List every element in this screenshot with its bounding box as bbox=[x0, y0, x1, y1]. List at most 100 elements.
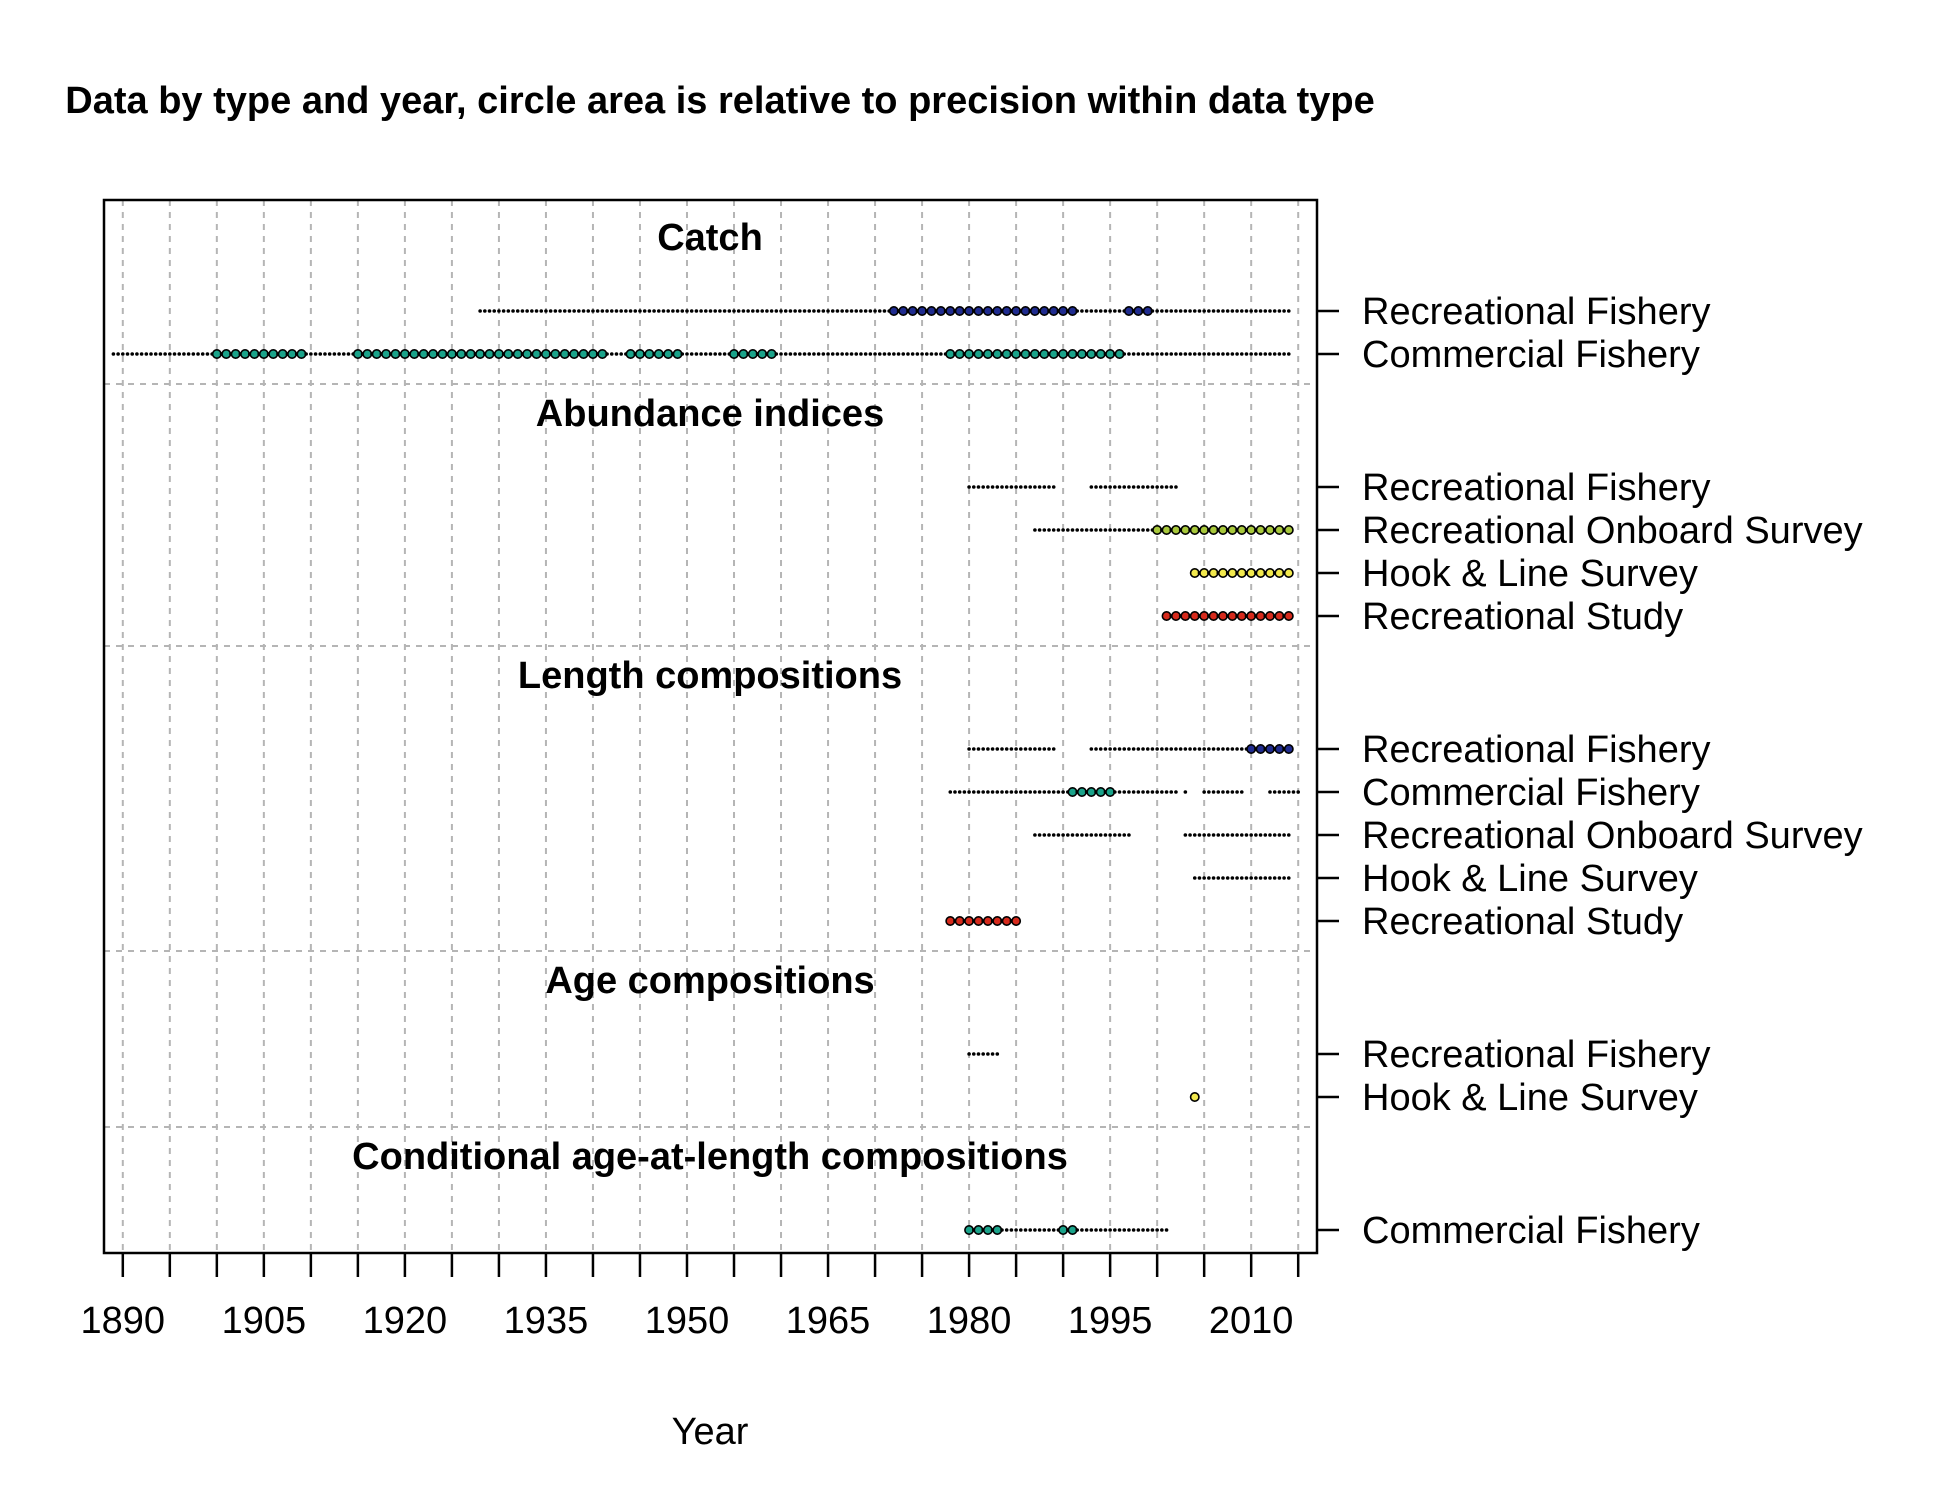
data-point bbox=[121, 352, 125, 356]
data-point bbox=[1122, 790, 1127, 794]
data-point bbox=[1056, 790, 1061, 794]
data-point bbox=[1089, 1228, 1094, 1232]
data-point bbox=[1131, 1228, 1136, 1232]
data-point bbox=[1014, 790, 1018, 794]
data-point bbox=[1108, 833, 1112, 837]
data-point bbox=[788, 352, 793, 356]
data-point bbox=[812, 309, 816, 313]
data-point bbox=[1141, 1228, 1145, 1232]
data-point bbox=[1216, 790, 1221, 794]
data-point bbox=[1254, 876, 1258, 880]
data-point bbox=[1127, 528, 1131, 532]
data-point bbox=[882, 352, 887, 356]
data-point bbox=[1202, 790, 1206, 794]
data-point bbox=[713, 309, 718, 313]
data-point bbox=[1033, 833, 1037, 837]
data-point bbox=[1160, 747, 1164, 751]
data-point bbox=[1192, 876, 1197, 880]
data-point bbox=[680, 352, 685, 356]
series-label: Recreational Onboard Survey bbox=[1362, 510, 1863, 552]
data-point bbox=[633, 309, 638, 313]
data-point bbox=[1239, 747, 1244, 751]
data-point bbox=[1188, 309, 1192, 313]
data-point bbox=[1230, 747, 1235, 751]
data-point bbox=[1113, 528, 1117, 532]
data-point bbox=[1098, 485, 1103, 489]
data-point bbox=[675, 309, 680, 313]
data-point bbox=[1239, 876, 1244, 880]
data-point bbox=[1235, 747, 1239, 751]
data-point bbox=[1094, 528, 1098, 532]
data-point bbox=[990, 1052, 995, 1056]
data-point bbox=[1037, 485, 1042, 489]
data-point bbox=[840, 309, 844, 313]
data-point bbox=[751, 309, 755, 313]
data-point bbox=[1000, 790, 1004, 794]
data-point bbox=[830, 352, 835, 356]
group-label: Abundance indices bbox=[536, 393, 884, 435]
data-point bbox=[1033, 1228, 1037, 1232]
data-point bbox=[1141, 747, 1145, 751]
data-point bbox=[1131, 790, 1136, 794]
data-point bbox=[1230, 876, 1235, 880]
data-point bbox=[1098, 528, 1103, 532]
data-point bbox=[1051, 747, 1056, 751]
data-point bbox=[614, 352, 619, 356]
data-point bbox=[1249, 876, 1253, 880]
data-point bbox=[1042, 485, 1047, 489]
data-point bbox=[1239, 352, 1244, 356]
data-point bbox=[1202, 309, 1206, 313]
data-point bbox=[1014, 1228, 1018, 1232]
data-point bbox=[1009, 747, 1014, 751]
data-point bbox=[1004, 1228, 1009, 1232]
data-point bbox=[511, 309, 515, 313]
data-point bbox=[1023, 1228, 1028, 1232]
data-point bbox=[1244, 352, 1249, 356]
data-point bbox=[1084, 833, 1089, 837]
data-point bbox=[859, 352, 863, 356]
data-point bbox=[1188, 833, 1192, 837]
data-point bbox=[976, 485, 981, 489]
data-point bbox=[1150, 485, 1155, 489]
data-point bbox=[1272, 790, 1277, 794]
data-point bbox=[1103, 747, 1108, 751]
data-point bbox=[981, 747, 985, 751]
data-point bbox=[1150, 747, 1155, 751]
data-point bbox=[957, 790, 962, 794]
data-point bbox=[995, 1052, 1000, 1056]
data-point bbox=[1249, 352, 1253, 356]
data-point bbox=[1189, 1092, 1200, 1103]
data-point bbox=[200, 352, 205, 356]
data-point bbox=[1122, 352, 1127, 356]
data-point bbox=[793, 309, 797, 313]
data-point bbox=[318, 352, 323, 356]
data-point bbox=[1047, 790, 1051, 794]
data-point bbox=[967, 747, 971, 751]
data-point bbox=[1183, 747, 1188, 751]
data-point bbox=[304, 352, 308, 356]
x-tick-label: 1965 bbox=[786, 1300, 871, 1342]
data-point bbox=[1216, 876, 1221, 880]
data-point bbox=[1145, 747, 1150, 751]
data-point bbox=[1051, 528, 1056, 532]
data-point bbox=[1188, 747, 1192, 751]
x-tick-label: 1935 bbox=[504, 1300, 589, 1342]
data-point bbox=[1047, 833, 1051, 837]
data-point bbox=[722, 309, 727, 313]
data-point bbox=[586, 309, 591, 313]
data-point bbox=[666, 309, 670, 313]
series-label: Hook & Line Survey bbox=[1362, 1077, 1698, 1119]
data-point bbox=[1042, 747, 1047, 751]
data-point bbox=[638, 309, 642, 313]
data-point bbox=[877, 309, 882, 313]
data-point bbox=[1202, 352, 1206, 356]
data-point bbox=[769, 309, 774, 313]
data-point bbox=[313, 352, 318, 356]
data-point bbox=[1145, 352, 1150, 356]
data-point bbox=[553, 309, 558, 313]
data-point bbox=[1075, 1228, 1080, 1232]
data-point bbox=[882, 309, 887, 313]
data-point bbox=[1286, 876, 1291, 880]
data-point bbox=[1169, 747, 1174, 751]
data-point bbox=[1286, 352, 1291, 356]
